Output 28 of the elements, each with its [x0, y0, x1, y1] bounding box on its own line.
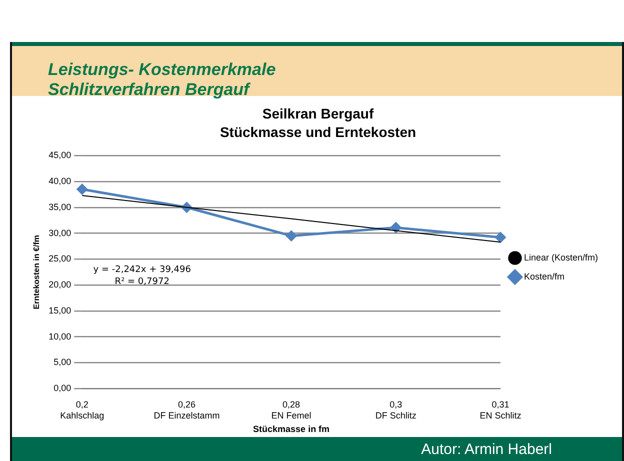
y-tick-label: 20,00 — [48, 280, 72, 290]
text: Leistungs- Kostenmerkmale Schlitzverfahren Bergauf — [48, 60, 276, 100]
y-tick-label: 30,00 — [48, 228, 72, 238]
text: Autor: Armin Haberl — [421, 441, 552, 458]
x-tick-label: 0,2 Kahlschlag — [60, 399, 104, 420]
chart-subtitle: Stückmasse und Erntekosten — [220, 124, 416, 140]
y-tick-label: 35,00 — [48, 202, 72, 212]
point — [390, 222, 402, 233]
y-tick-label: 10,00 — [48, 331, 72, 342]
legend-label: Kosten/fm — [524, 271, 564, 282]
point — [76, 184, 88, 195]
y-tick-label: 40,00 — [48, 176, 72, 186]
y-tick-label: 25,00 — [48, 254, 72, 264]
x-tick-label: 0,3 DF Schlitz — [375, 399, 417, 420]
annotation: y = -2,242x + 39,496 R² = 0,7972 — [93, 265, 192, 288]
y-tick-label: 45,00 — [48, 150, 72, 160]
y-tick-label: 0,00 — [54, 383, 72, 394]
y-tick-label: 5,00 — [54, 357, 72, 368]
x-tick-label: 0,31 EN Schlitz — [480, 399, 522, 420]
y-tick-label: 15,00 — [48, 305, 72, 316]
x-axis-title: Stückmasse in fm — [253, 424, 330, 434]
chart-title: Seilkran Bergauf — [262, 105, 374, 122]
legend-label: Linear (Kosten/fm) — [524, 252, 598, 262]
point — [286, 230, 297, 242]
x-tick-label: 0,26 DF Einzelstamm — [154, 399, 220, 420]
point — [495, 232, 506, 243]
x-tick-label: 0,28 EN Femel — [271, 399, 312, 420]
y-axis-title: Erntekosten in €/fm — [32, 234, 42, 310]
